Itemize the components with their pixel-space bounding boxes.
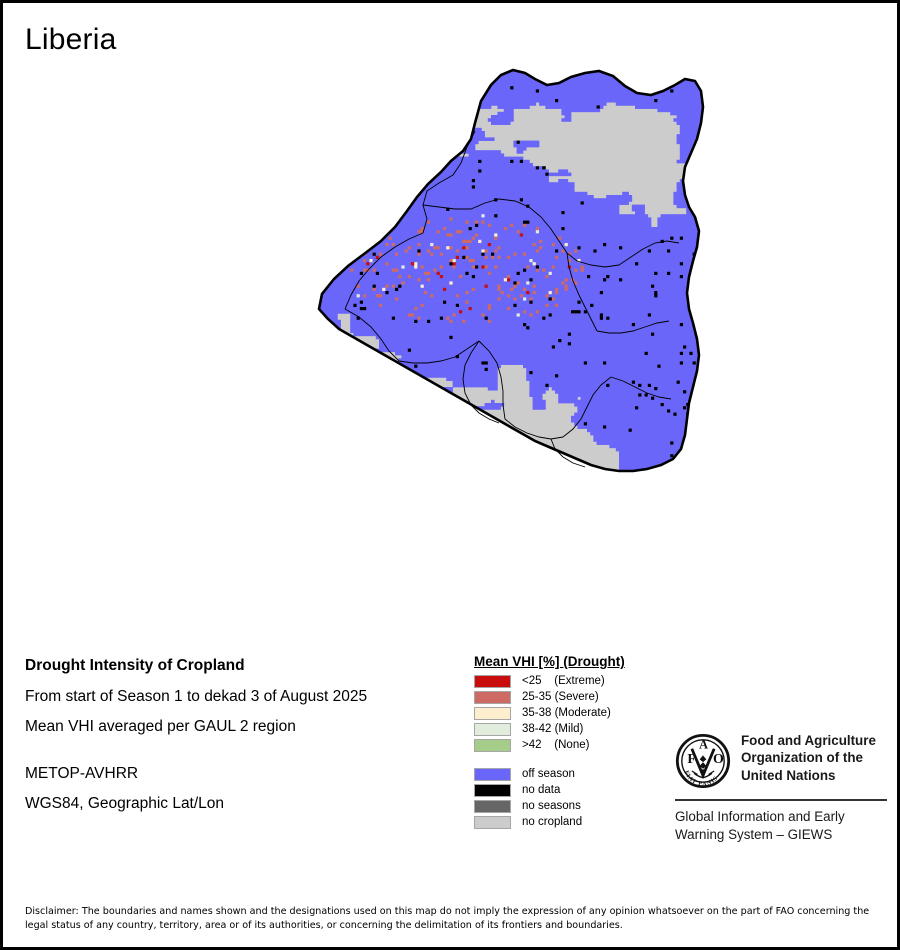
legend-label: no cropland [522, 816, 583, 828]
legend-swatch [474, 706, 511, 720]
info-spacer [25, 750, 455, 766]
info-heading: Drought Intensity of Cropland [25, 657, 245, 674]
country-border [317, 68, 705, 473]
liberia-map-svg [317, 68, 705, 473]
info-sensor: METOP-AVHRR [25, 764, 139, 782]
legend-swatch [474, 722, 511, 736]
giews-line-2: Warning System – GIEWS [675, 826, 833, 842]
fao-logo-row: F A O FIAT PANIS Food and Agriculture Or… [675, 732, 891, 790]
legend-row-class-1: 25-35 (Severe) [474, 689, 684, 705]
legend-spacer [474, 753, 684, 766]
legend-label: <25 (Extreme) [522, 675, 605, 687]
legend-swatch [474, 674, 511, 688]
legend-row-special-1: no data [474, 782, 684, 798]
legend-special-list: off season no data no seasons no cropland [474, 766, 684, 830]
info-aggregation: Mean VHI averaged per GAUL 2 region [25, 718, 296, 735]
legend-swatch [474, 815, 511, 829]
admin-boundaries [344, 130, 680, 468]
legend-title: Mean VHI [%] (Drought) [474, 654, 625, 669]
legend-row-special-3: no cropland [474, 814, 684, 830]
fao-branding: F A O FIAT PANIS Food and Agriculture Or… [675, 732, 891, 843]
fao-organization-name: Food and Agriculture Organization of the… [741, 732, 876, 784]
legend-swatch [474, 738, 511, 752]
fao-logo: F A O FIAT PANIS [675, 733, 731, 789]
legend-row-special-2: no seasons [474, 798, 684, 814]
legend-label: no seasons [522, 800, 581, 812]
legend-row-class-0: <25 (Extreme) [474, 673, 684, 689]
legend-row-class-4: >42 (None) [474, 737, 684, 753]
legend-label: off season [522, 768, 575, 780]
fao-org-line-1: Food and Agriculture [741, 733, 876, 748]
fao-org-line-3: United Nations [741, 767, 836, 783]
legend-label: 35-38 (Moderate) [522, 707, 611, 719]
map-raster [319, 70, 703, 471]
legend-label: >42 (None) [522, 739, 590, 751]
legend-row-class-2: 35-38 (Moderate) [474, 705, 684, 721]
giews-name: Global Information and Early Warning Sys… [675, 808, 891, 843]
legend-swatch [474, 690, 511, 704]
info-projection: WGS84, Geographic Lat/Lon [25, 795, 225, 812]
giews-line-1: Global Information and Early [675, 809, 845, 824]
legend-class-list: <25 (Extreme) 25-35 (Severe) 35-38 (Modera… [474, 673, 684, 753]
legend-swatch [474, 799, 511, 813]
legend: Mean VHI [%] (Drought) <25 (Extreme) 25-3… [474, 654, 684, 830]
legend-label: 25-35 (Severe) [522, 691, 599, 703]
legend-row-special-0: off season [474, 766, 684, 782]
legend-label: 38-42 (Mild) [522, 723, 584, 735]
legend-swatch [474, 767, 511, 781]
legend-row-class-3: 38-42 (Mild) [474, 721, 684, 737]
info-period: From start of Season 1 to dekad 3 of Aug… [25, 687, 368, 705]
map-canvas[interactable] [123, 51, 783, 641]
fao-org-line-2: Organization of the [741, 750, 863, 766]
legend-label: no data [522, 784, 561, 796]
page-title: Liberia [25, 23, 117, 56]
fao-divider [675, 799, 887, 801]
disclaimer-text: Disclaimer: The boundaries and names sho… [25, 906, 870, 931]
info-block: Drought Intensity of Cropland From start… [25, 658, 455, 827]
legend-swatch [474, 783, 511, 797]
